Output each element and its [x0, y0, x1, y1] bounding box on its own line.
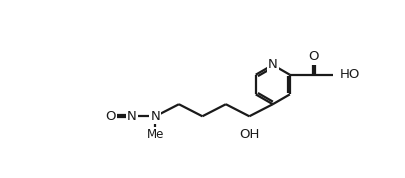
Text: O: O	[105, 110, 116, 123]
Text: OH: OH	[239, 128, 259, 141]
Text: N: N	[267, 58, 277, 71]
Text: HO: HO	[339, 68, 359, 81]
Text: Me: Me	[146, 128, 164, 141]
Text: N: N	[150, 110, 160, 123]
Text: N: N	[127, 110, 136, 123]
Text: O: O	[308, 51, 318, 64]
